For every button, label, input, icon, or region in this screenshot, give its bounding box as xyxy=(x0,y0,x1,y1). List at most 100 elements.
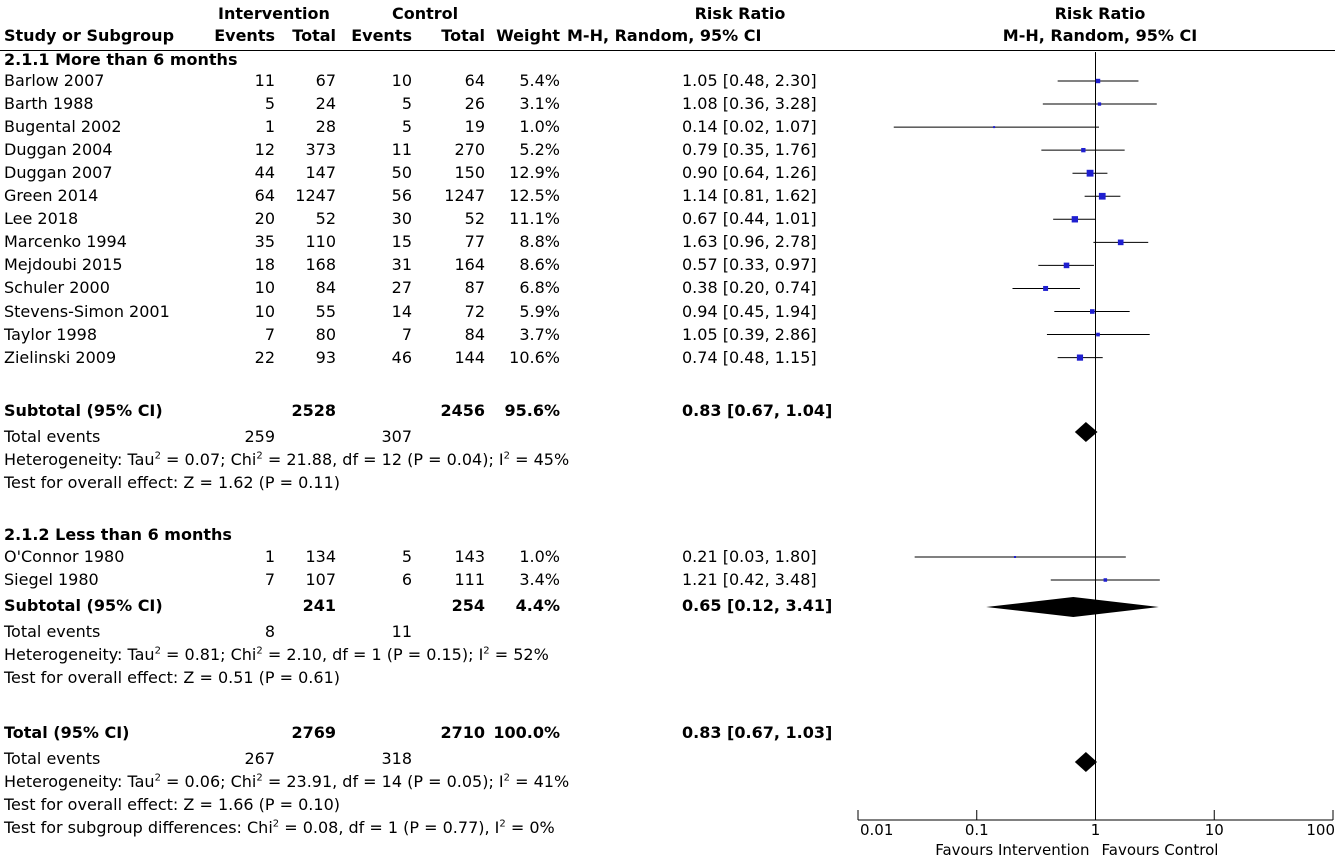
int-events: 7 xyxy=(264,570,275,589)
weight: 3.1% xyxy=(519,94,560,114)
subtotal-label: Subtotal (95% CI) xyxy=(4,401,163,420)
heterogeneity-text: Heterogeneity: Tau2 = 0.07; Chi2 = 21.88… xyxy=(4,450,570,469)
favours-left-label: Favours Intervention xyxy=(935,841,1089,859)
ctl-events: 31 xyxy=(391,255,412,275)
int-total: 93 xyxy=(315,347,336,367)
study-point xyxy=(1063,262,1070,269)
total-events-ctl: 318 xyxy=(381,749,412,768)
int-total: 168 xyxy=(305,255,336,275)
study-name: Schuler 2000 xyxy=(4,278,110,298)
header-int-events: Events xyxy=(214,26,275,45)
header-plot-method: M-H, Random, 95% CI xyxy=(1002,26,1198,45)
int-events: 1 xyxy=(264,547,275,566)
int-events: 18 xyxy=(254,255,275,275)
ctl-events: 15 xyxy=(391,232,412,252)
study-point xyxy=(1090,309,1095,314)
risk-ratio-ci: 1.08 [0.36, 3.28] xyxy=(682,94,817,114)
favours-right-label: Favours Control xyxy=(1102,841,1219,859)
ctl-events: 10 xyxy=(391,71,412,90)
risk-ratio-ci: 0.74 [0.48, 1.15] xyxy=(682,347,817,367)
x-tick-label: 1 xyxy=(1091,821,1101,839)
study-name: Lee 2018 xyxy=(4,209,79,229)
weight: 3.4% xyxy=(519,570,560,589)
overall-effect-text: Test for overall effect: Z = 0.51 (P = 0… xyxy=(4,668,340,687)
risk-ratio-ci: 0.38 [0.20, 0.74] xyxy=(682,278,817,298)
int-events: 12 xyxy=(254,140,275,160)
int-total: 24 xyxy=(315,94,336,114)
ctl-total: 52 xyxy=(464,209,485,229)
subtotal-ctl-total: 2456 xyxy=(440,401,485,420)
int-events: 10 xyxy=(254,301,275,321)
header-ctl-total: Total xyxy=(441,26,485,45)
int-events: 20 xyxy=(254,209,275,229)
header-rr-method: M-H, Random, 95% CI xyxy=(567,26,762,45)
int-events: 7 xyxy=(264,324,275,344)
int-events: 22 xyxy=(254,347,275,367)
total-events-ctl: 307 xyxy=(381,427,412,446)
total-events-int: 8 xyxy=(264,622,275,641)
x-tick-label: 100 xyxy=(1306,821,1335,839)
ctl-events: 50 xyxy=(391,163,412,183)
weight: 8.6% xyxy=(519,255,560,275)
int-events: 44 xyxy=(254,163,275,183)
int-total: 134 xyxy=(305,547,336,566)
header-control-group: Control xyxy=(392,4,459,23)
heterogeneity-text: Heterogeneity: Tau2 = 0.06; Chi2 = 23.91… xyxy=(4,772,570,791)
ctl-total: 87 xyxy=(464,278,485,298)
int-total: 67 xyxy=(315,71,336,90)
ctl-total: 77 xyxy=(464,232,485,252)
int-events: 10 xyxy=(254,278,275,298)
weight: 6.8% xyxy=(519,278,560,298)
ctl-total: 72 xyxy=(464,301,485,321)
ctl-total: 84 xyxy=(464,324,485,344)
study-point xyxy=(1095,78,1101,84)
int-total: 55 xyxy=(315,301,336,321)
int-total: 147 xyxy=(305,163,336,183)
risk-ratio-ci: 1.05 [0.48, 2.30] xyxy=(682,71,817,90)
risk-ratio-ci: 0.67 [0.44, 1.01] xyxy=(682,209,817,229)
header-rr-title: Risk Ratio xyxy=(694,4,786,23)
risk-ratio-ci: 1.21 [0.42, 3.48] xyxy=(682,570,817,589)
risk-ratio-ci: 0.94 [0.45, 1.94] xyxy=(682,301,817,321)
study-point xyxy=(993,126,996,129)
ctl-events: 5 xyxy=(401,94,412,114)
overall-effect-text: Test for overall effect: Z = 1.66 (P = 0… xyxy=(4,795,340,814)
risk-ratio-ci: 1.05 [0.39, 2.86] xyxy=(682,324,817,344)
study-point xyxy=(1098,192,1106,200)
weight: 8.8% xyxy=(519,232,560,252)
header-rule xyxy=(0,50,1335,51)
subtotal-label: Subtotal (95% CI) xyxy=(4,596,163,615)
weight: 5.4% xyxy=(519,71,560,90)
study-name: Barlow 2007 xyxy=(4,71,105,90)
weight: 11.1% xyxy=(509,209,560,229)
int-total: 84 xyxy=(315,278,336,298)
subtotal-ci: 0.83 [0.67, 1.04] xyxy=(682,401,833,420)
ctl-events: 46 xyxy=(391,347,412,367)
int-total: 110 xyxy=(305,232,336,252)
total-events-label: Total events xyxy=(4,622,101,641)
x-tick-label: 0.1 xyxy=(965,821,989,839)
ctl-total: 1247 xyxy=(444,186,485,206)
total-ctl-total: 2710 xyxy=(440,723,485,742)
risk-ratio-ci: 1.14 [0.81, 1.62] xyxy=(682,186,817,206)
weight: 1.0% xyxy=(519,547,560,566)
int-events: 11 xyxy=(254,71,275,90)
weight: 5.2% xyxy=(519,140,560,160)
study-point xyxy=(1076,354,1084,361)
int-total: 28 xyxy=(315,117,336,137)
study-name: Barth 1988 xyxy=(4,94,94,114)
total-events-ctl: 11 xyxy=(391,622,412,641)
int-total: 52 xyxy=(315,209,336,229)
int-total: 1247 xyxy=(295,186,336,206)
weight: 3.7% xyxy=(519,324,560,344)
risk-ratio-ci: 0.90 [0.64, 1.26] xyxy=(682,163,817,183)
ctl-total: 150 xyxy=(454,163,485,183)
ctl-total: 143 xyxy=(454,547,485,566)
weight: 1.0% xyxy=(519,117,560,137)
study-name: Mejdoubi 2015 xyxy=(4,255,123,275)
study-name: Stevens-Simon 2001 xyxy=(4,301,170,321)
risk-ratio-ci: 0.21 [0.03, 1.80] xyxy=(682,547,817,566)
ctl-events: 6 xyxy=(401,570,412,589)
study-name: Marcenko 1994 xyxy=(4,232,127,252)
study-name: Duggan 2007 xyxy=(4,163,113,183)
